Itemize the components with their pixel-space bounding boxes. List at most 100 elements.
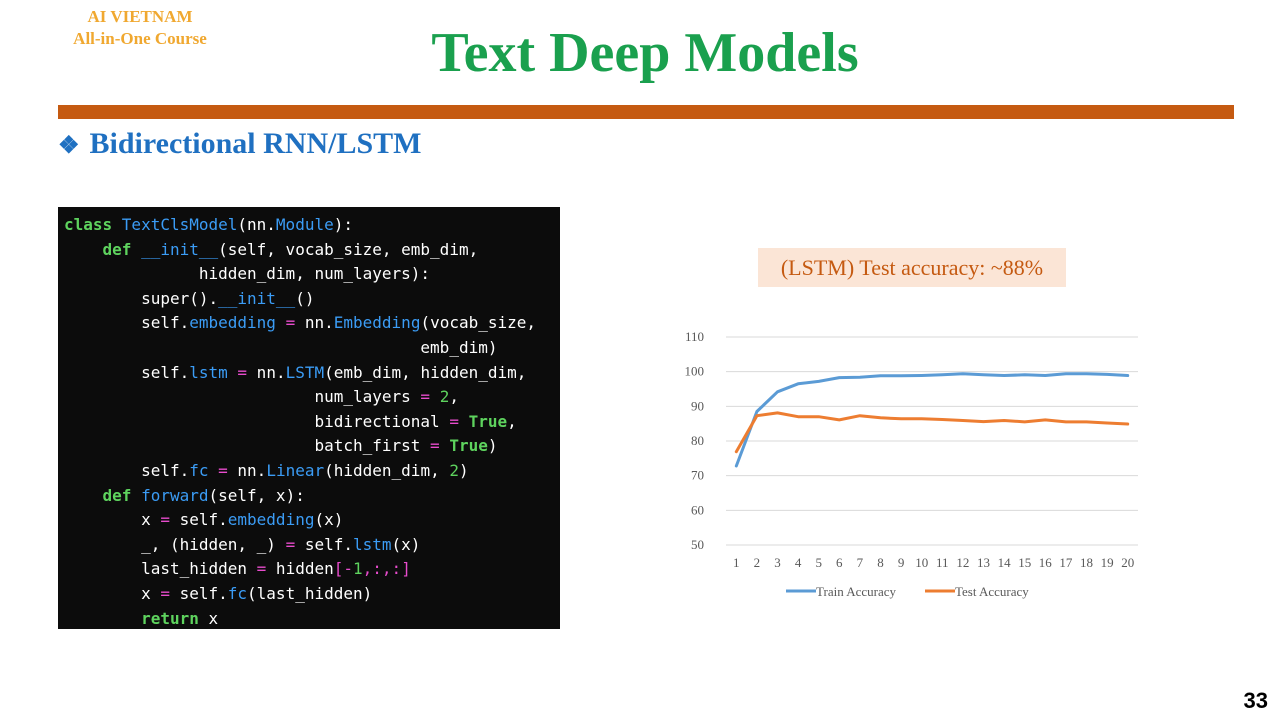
y-tick-label: 70: [691, 468, 704, 483]
code-token: batch_first: [64, 436, 431, 456]
code-token: =: [218, 460, 228, 480]
x-tick-label: 8: [877, 555, 884, 570]
code-token: =: [237, 362, 248, 382]
code-token: (x): [391, 534, 421, 554]
code-token: [: [333, 559, 344, 579]
x-tick-label: 14: [998, 555, 1012, 570]
x-tick-label: 11: [936, 555, 949, 570]
code-token: Embedding: [333, 313, 421, 333]
code-token: self.: [64, 460, 190, 480]
x-tick-label: 4: [795, 555, 802, 570]
x-tick-label: 18: [1080, 555, 1093, 570]
code-token: =: [285, 534, 296, 554]
series-line: [734, 372, 1130, 468]
code-token: =: [420, 387, 431, 407]
code-token: (self, vocab_size, emb_dim,: [218, 239, 479, 259]
code-token: [440, 436, 450, 455]
code-token: embedding: [189, 313, 276, 333]
title-divider: [58, 105, 1234, 119]
code-token: ): [458, 460, 469, 480]
code-token: __init__: [218, 288, 296, 308]
code-block: class TextClsModel(nn.Module): def __ini…: [58, 207, 560, 629]
x-tick-label: 19: [1101, 555, 1114, 570]
code-token: self.: [169, 510, 228, 530]
code-token: ]: [401, 559, 411, 579]
code-token: __init__: [141, 239, 219, 259]
code-token: =: [285, 313, 296, 333]
y-tick-label: 110: [685, 329, 704, 344]
x-tick-label: 2: [754, 555, 761, 570]
code-token: def: [102, 485, 142, 505]
code-line: class TextClsModel(nn.Module):: [64, 213, 560, 238]
x-tick-label: 16: [1039, 555, 1053, 570]
code-line: last_hidden = hidden[-1,:,:]: [64, 557, 560, 582]
code-token: hidden: [266, 559, 334, 579]
code-token: (nn.: [237, 215, 276, 234]
code-token: 2: [439, 387, 450, 407]
code-line: def __init__(self, vocab_size, emb_dim,: [64, 238, 560, 263]
code-token: =: [449, 411, 459, 431]
code-token: (x): [314, 510, 344, 530]
code-token: ,: [507, 411, 517, 431]
x-tick-label: 6: [836, 555, 843, 570]
code-token: (): [295, 288, 315, 308]
code-token: ,:,:: [362, 559, 402, 579]
code-token: self.: [64, 362, 190, 382]
x-tick-label: 15: [1018, 555, 1031, 570]
x-tick-label: 9: [898, 555, 905, 570]
code-token: [64, 486, 103, 505]
y-tick-label: 100: [685, 364, 705, 379]
code-line: x = self.embedding(x): [64, 508, 560, 533]
x-tick-label: 3: [774, 555, 781, 570]
code-token: [64, 609, 141, 628]
code-token: (last_hidden): [247, 583, 373, 603]
x-tick-label: 5: [815, 555, 822, 570]
code-line: self.fc = nn.Linear(hidden_dim, 2): [64, 459, 560, 484]
brand-course: All-in-One Course: [73, 29, 207, 48]
section-heading-text: Bidirectional RNN/LSTM: [89, 127, 422, 160]
code-token: emb_dim): [64, 337, 498, 357]
code-token: [430, 387, 440, 406]
code-token: (hidden_dim,: [324, 460, 450, 480]
page-number: 33: [1243, 688, 1268, 713]
code-token: ):: [333, 215, 353, 234]
y-tick-label: 80: [691, 433, 704, 448]
x-tick-label: 7: [857, 555, 864, 570]
code-token: self.: [64, 313, 190, 333]
code-token: def: [102, 239, 142, 259]
code-token: nn.: [295, 313, 334, 333]
code-line: batch_first = True): [64, 434, 560, 459]
code-line: super().__init__(): [64, 287, 560, 312]
code-token: num_layers: [64, 387, 421, 407]
code-token: ,: [449, 387, 459, 407]
code-line: num_layers = 2,: [64, 385, 560, 410]
x-tick-label: 13: [977, 555, 990, 570]
x-tick-label: 20: [1121, 555, 1134, 570]
code-line: x = self.fc(last_hidden): [64, 582, 560, 607]
y-tick-label: 60: [691, 502, 704, 517]
diamond-bullet-icon: ❖: [58, 133, 80, 159]
code-token: -: [343, 559, 354, 579]
brand-name: AI VIETNAM: [87, 7, 193, 26]
code-token: lstm: [189, 362, 228, 382]
code-token: embedding: [227, 510, 315, 530]
slide-title: Text Deep Models: [431, 22, 859, 84]
section-heading: ❖ Bidirectional RNN/LSTM: [58, 124, 421, 166]
code-line: _, (hidden, _) = self.lstm(x): [64, 533, 560, 558]
code-token: [228, 363, 238, 382]
code-token: [459, 412, 469, 431]
code-token: =: [160, 583, 170, 603]
code-token: bidirectional: [64, 411, 450, 431]
code-line: emb_dim): [64, 336, 560, 361]
code-line: return x: [64, 607, 560, 630]
code-token: ): [487, 436, 498, 456]
code-token: (emb_dim, hidden_dim,: [324, 362, 527, 382]
code-token: x: [198, 608, 219, 628]
series-line: [734, 411, 1130, 454]
code-token: Linear: [266, 460, 325, 480]
code-line: bidirectional = True,: [64, 410, 560, 435]
code-token: return: [141, 608, 199, 628]
accuracy-note: (LSTM) Test accuracy: ~88%: [758, 248, 1066, 287]
code-token: fc: [189, 460, 209, 480]
code-token: TextClsModel: [121, 215, 238, 234]
